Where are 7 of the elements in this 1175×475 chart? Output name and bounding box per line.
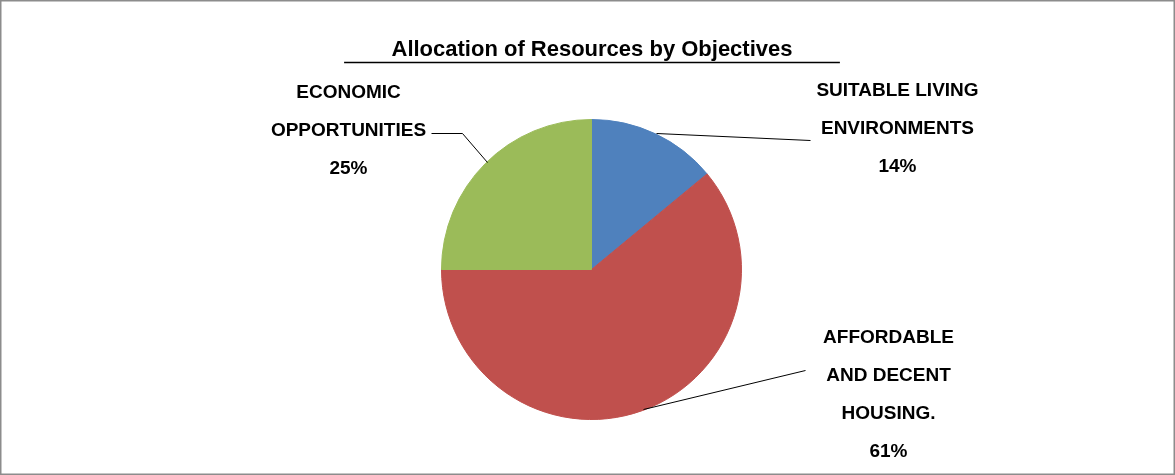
slice-label: SUITABLE LIVING ENVIRONMENTS <box>816 79 979 138</box>
data-label: 14% <box>878 154 917 176</box>
slice-label: ECONOMIC OPPORTUNITIES <box>270 81 427 140</box>
data-label: 25% <box>329 156 368 178</box>
chart-title: Allocation of Resources by Objectives <box>391 36 793 61</box>
slice-label: AFFORDABLE AND DECENT HOUSING. <box>823 326 954 423</box>
data-label: 61% <box>869 439 908 461</box>
